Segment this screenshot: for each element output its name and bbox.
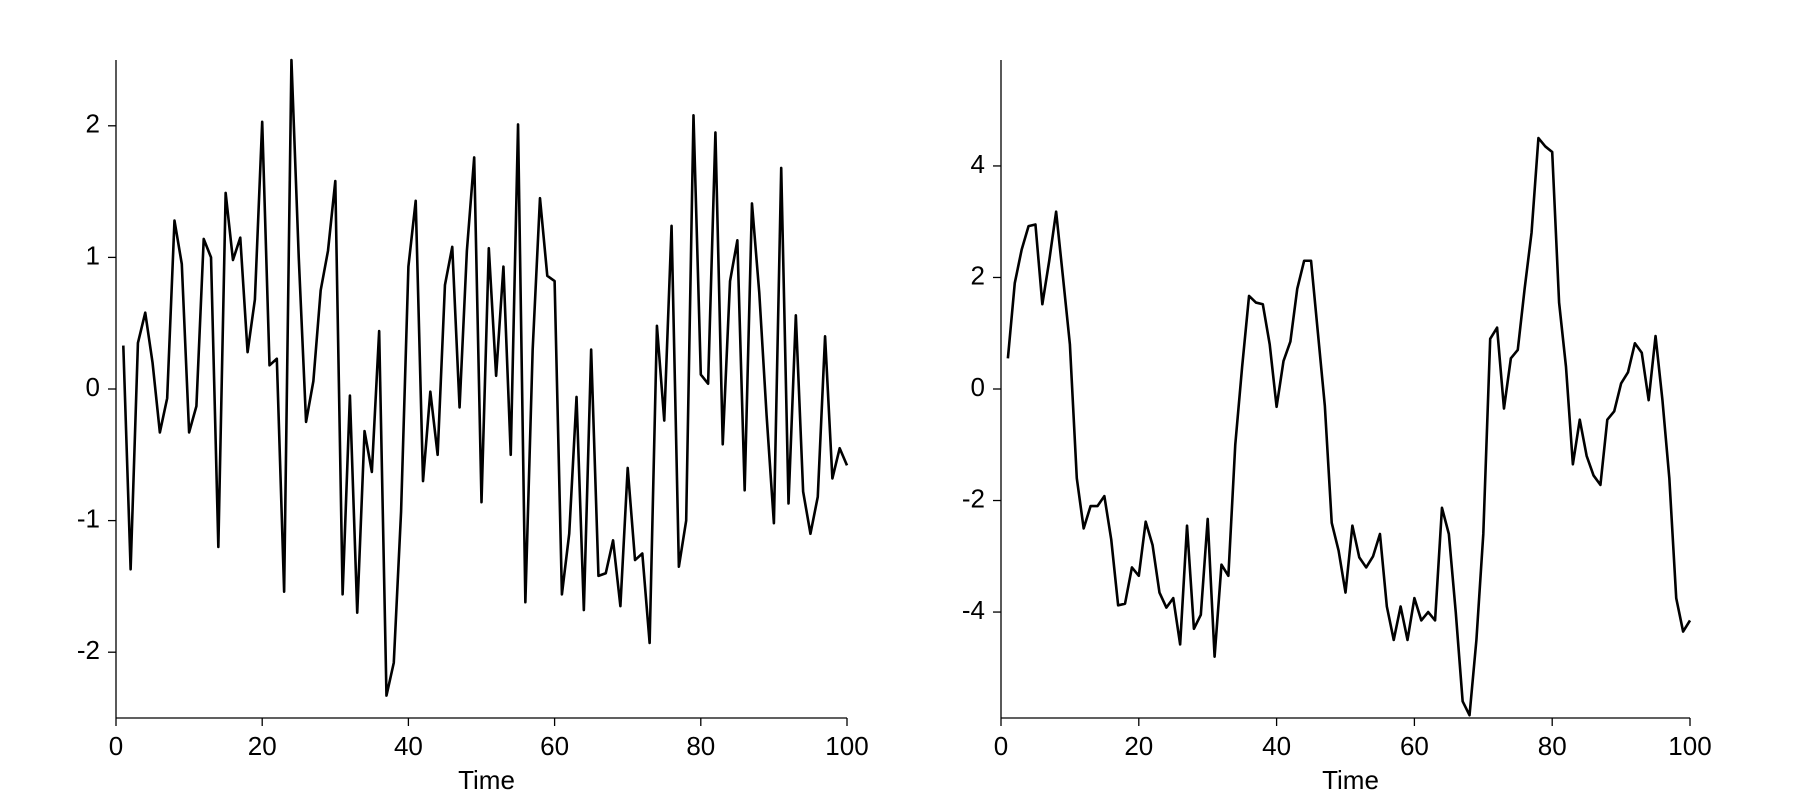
x-axis-label: Time (1322, 765, 1379, 795)
y-tick-label: 0 (971, 372, 985, 402)
x-tick-label: 60 (540, 731, 569, 761)
y-tick-label: -1 (77, 503, 100, 533)
x-tick-label: 60 (1400, 731, 1429, 761)
x-tick-label: 80 (686, 731, 715, 761)
y-tick-label: -4 (962, 595, 985, 625)
x-tick-label: 80 (1538, 731, 1567, 761)
x-tick-label: 100 (825, 731, 868, 761)
y-tick-label: 4 (971, 149, 985, 179)
y-tick-label: 1 (86, 240, 100, 270)
y-tick-label: 0 (86, 372, 100, 402)
x-tick-label: 0 (994, 731, 1008, 761)
x-tick-label: 20 (248, 731, 277, 761)
y-tick-label: 2 (971, 260, 985, 290)
data-line (1006, 136, 1692, 717)
x-tick-label: 100 (1668, 731, 1711, 761)
x-axis-label: Time (458, 765, 515, 795)
x-tick-label: 40 (394, 731, 423, 761)
y-tick-label: -2 (962, 483, 985, 513)
y-tick-label: -2 (77, 635, 100, 665)
x-tick-label: 40 (1262, 731, 1291, 761)
y-tick-label: 2 (86, 109, 100, 139)
x-tick-label: 20 (1124, 731, 1153, 761)
x-tick-label: 0 (109, 731, 123, 761)
data-line (122, 58, 849, 697)
